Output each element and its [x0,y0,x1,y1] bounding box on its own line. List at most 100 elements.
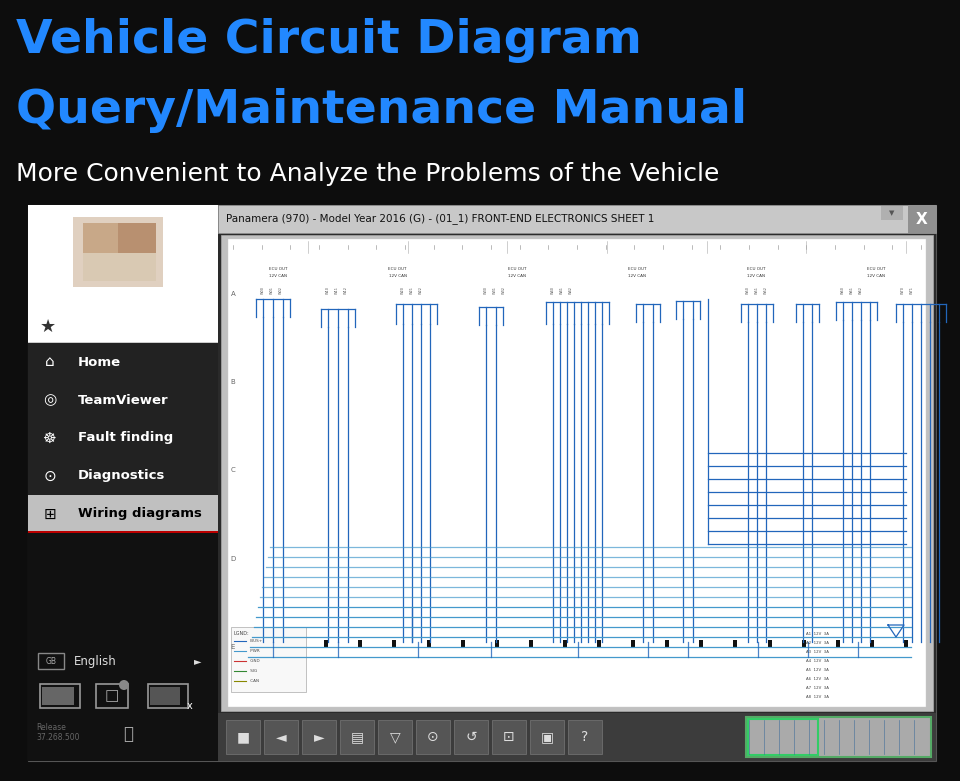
Text: ECU OUT: ECU OUT [747,267,766,271]
Bar [28,678,218,716]
Text: 12V CAN: 12V CAN [628,274,646,278]
Text: ECU OUT: ECU OUT [389,267,407,271]
Text: Diagnostics: Diagnostics [78,469,165,483]
Text: ECU OUT: ECU OUT [508,267,526,271]
Bar [494,640,499,648]
Bar [218,713,936,761]
Bar [568,720,602,754]
Text: x: x [187,701,193,711]
Text: LGND:: LGND: [234,631,250,636]
Text: D: D [230,556,235,562]
Text: ↺: ↺ [466,730,477,744]
Bar [150,687,180,705]
Text: ECU OUT: ECU OUT [628,267,646,271]
Text: W01: W01 [270,286,274,294]
Text: W11: W11 [335,286,339,294]
Bar [302,720,336,754]
Text: BUS+: BUS+ [249,639,262,643]
Text: 12V CAN: 12V CAN [508,274,526,278]
Text: ►: ► [314,730,324,744]
Bar [28,718,218,750]
Text: GND: GND [249,659,259,663]
Bar [700,640,704,648]
Text: TeamViewer: TeamViewer [78,394,169,406]
Bar [28,343,218,381]
Text: ⊡: ⊡ [503,730,515,744]
Bar [290,640,294,648]
Bar [40,684,80,708]
Bar [881,206,903,220]
Text: W52: W52 [764,286,768,294]
Bar [28,381,218,419]
Bar [28,646,218,676]
Bar [461,640,465,648]
Text: 12V CAN: 12V CAN [389,274,407,278]
Text: A5  12V  3A: A5 12V 3A [806,668,828,672]
Bar [221,235,933,711]
Text: Query/Maintenance Manual: Query/Maintenance Manual [16,88,747,133]
Bar [83,223,118,253]
Text: W70: W70 [901,286,905,294]
Text: C: C [230,468,235,473]
Bar [42,687,74,705]
Bar [28,531,218,533]
Text: ⌂: ⌂ [45,355,55,369]
Text: ▣: ▣ [540,730,554,744]
Text: ▼: ▼ [889,210,895,216]
Bar [416,720,450,754]
Bar [802,640,805,648]
Text: SIG: SIG [249,669,257,673]
Text: ◄: ◄ [276,730,286,744]
Text: W60: W60 [841,286,845,294]
Text: W61: W61 [850,286,854,294]
Text: E: E [230,644,235,650]
Bar [38,653,64,669]
Text: □: □ [105,689,119,704]
Text: W50: W50 [746,286,750,294]
Text: ▽: ▽ [390,730,400,744]
Bar [28,495,218,533]
Bar [492,720,526,754]
Text: ⊞: ⊞ [43,507,57,522]
Text: W32: W32 [502,286,506,294]
Text: A3  12V  3A: A3 12V 3A [806,650,828,654]
Text: More Convenient to Analyze the Problems of the Vehicle: More Convenient to Analyze the Problems … [16,162,719,186]
Bar [597,640,601,648]
Text: ▤: ▤ [350,730,364,744]
Text: CAN: CAN [249,679,259,683]
Bar [529,640,533,648]
Text: W41: W41 [560,286,564,294]
Text: ECU OUT: ECU OUT [867,267,885,271]
Bar [83,253,156,281]
Text: W22: W22 [419,286,423,294]
Text: 12V CAN: 12V CAN [748,274,765,278]
Text: ⊙: ⊙ [43,469,57,483]
Bar [563,640,567,648]
Text: W12: W12 [344,286,348,294]
Bar [358,640,362,648]
Bar [426,640,430,648]
Text: A6  12V  3A: A6 12V 3A [806,677,828,681]
Text: X: X [916,212,928,226]
Bar [226,720,260,754]
Bar [73,217,163,287]
Bar [870,640,874,648]
Text: Wiring diagrams: Wiring diagrams [78,508,202,520]
Bar [148,684,188,708]
Bar [28,205,218,761]
Text: W51: W51 [755,286,759,294]
Text: A8  12V  3A: A8 12V 3A [806,695,828,699]
Text: A1  12V  3A: A1 12V 3A [806,632,828,636]
Bar [28,205,936,761]
Bar [530,720,564,754]
Text: ⏻: ⏻ [123,725,133,743]
Bar [28,205,218,312]
Text: Panamera (970) - Model Year 2016 (G) - (01_1) FRONT-END ELECTRONICS SHEET 1: Panamera (970) - Model Year 2016 (G) - (… [226,213,655,224]
Text: ►: ► [194,656,202,666]
Text: W30: W30 [484,286,488,294]
Text: B: B [230,380,235,385]
Text: ★: ★ [40,318,56,336]
Bar [393,640,396,648]
Bar [231,627,306,692]
Bar [631,640,636,648]
